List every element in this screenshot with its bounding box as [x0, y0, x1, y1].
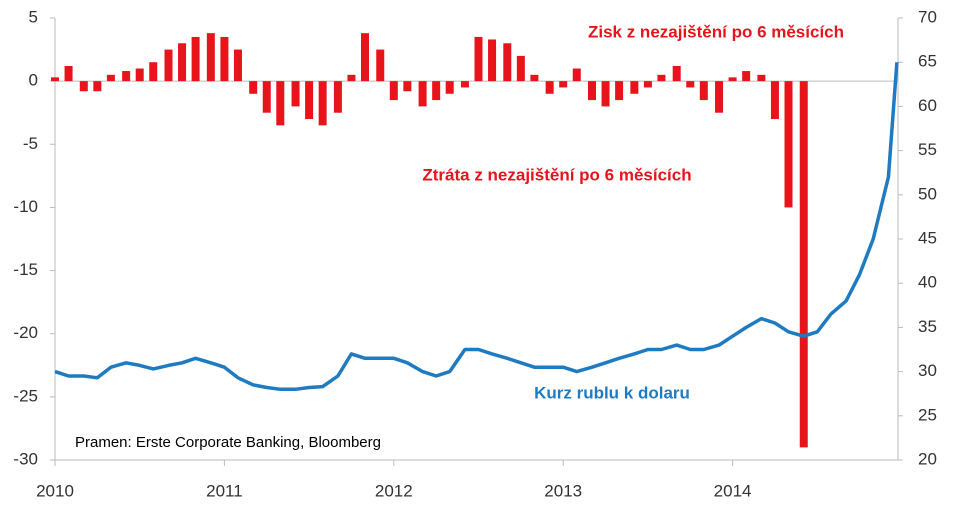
bar — [149, 62, 158, 82]
bar — [799, 81, 808, 448]
y2-tick-label: 35 — [918, 317, 937, 336]
bar — [572, 68, 581, 82]
bar — [630, 81, 639, 94]
y2-tick-label: 30 — [918, 361, 937, 380]
bar — [657, 74, 666, 82]
bar — [445, 81, 454, 94]
line — [54, 62, 899, 392]
bar — [503, 43, 512, 82]
bar — [432, 81, 441, 101]
bar — [699, 81, 708, 101]
bar — [770, 81, 779, 120]
bar — [305, 81, 314, 120]
bar — [93, 81, 102, 92]
bar — [164, 49, 173, 82]
bar — [106, 74, 115, 82]
bar — [715, 81, 724, 113]
bar — [403, 81, 412, 92]
bar — [615, 81, 624, 101]
y2-tick-label: 65 — [918, 52, 937, 71]
bar — [742, 71, 751, 82]
bar — [191, 36, 200, 82]
x-tick-label: 2013 — [544, 481, 582, 500]
bar — [318, 81, 327, 126]
bar — [643, 81, 652, 88]
bar — [347, 74, 356, 82]
y2-tick-label: 25 — [918, 405, 937, 424]
bar — [389, 81, 398, 101]
bar — [587, 81, 596, 101]
bar — [474, 36, 483, 82]
y2-tick-label: 70 — [918, 7, 937, 26]
y-tick-label: -20 — [13, 323, 38, 342]
bar — [233, 49, 242, 82]
bar — [333, 81, 342, 113]
bar — [262, 81, 271, 113]
y-tick-label: -10 — [13, 197, 38, 216]
y2-tick-label: 40 — [918, 273, 937, 292]
annotation: Ztráta z nezajištění po 6 měsících — [422, 165, 691, 184]
bar — [276, 81, 285, 126]
y-tick-label: 0 — [29, 71, 38, 90]
y-tick-label: -25 — [13, 386, 38, 405]
series-label: Kurz rublu k dolaru — [534, 383, 690, 402]
bar — [122, 71, 131, 82]
bar — [206, 33, 215, 82]
bar — [530, 74, 539, 82]
bar — [418, 81, 427, 107]
bar — [178, 43, 187, 82]
bar — [545, 81, 554, 94]
y2-tick-label: 20 — [918, 449, 937, 468]
bar — [135, 68, 144, 82]
bar — [784, 81, 793, 208]
annotation: Zisk z nezajištění po 6 měsících — [588, 22, 844, 41]
bar — [376, 49, 385, 82]
y-tick-label: -30 — [13, 449, 38, 468]
y-tick-label: -15 — [13, 260, 38, 279]
bar — [51, 77, 59, 82]
y2-tick-label: 45 — [918, 228, 937, 247]
bar — [757, 74, 766, 82]
source-note: Pramen: Erste Corporate Banking, Bloombe… — [75, 434, 381, 451]
bar — [559, 81, 568, 88]
y2-tick-label: 55 — [918, 140, 937, 159]
bar — [249, 81, 258, 94]
bar — [601, 81, 610, 107]
x-tick-label: 2010 — [36, 481, 74, 500]
bar — [291, 81, 300, 107]
y2-tick-label: 50 — [918, 184, 937, 203]
bar — [64, 65, 73, 82]
bar — [672, 65, 681, 82]
y-tick-label: -5 — [23, 134, 38, 153]
bar — [460, 81, 469, 88]
y2-tick-label: 60 — [918, 96, 937, 115]
x-tick-label: 2014 — [714, 481, 752, 500]
y-tick-label: 5 — [29, 7, 38, 26]
bar — [488, 39, 497, 82]
bar — [361, 33, 370, 82]
bar — [516, 55, 525, 82]
bar — [728, 77, 737, 82]
x-tick-label: 2012 — [375, 481, 413, 500]
bar — [686, 81, 695, 88]
bar — [220, 36, 229, 82]
x-tick-label: 2011 — [206, 481, 243, 500]
bar — [79, 81, 88, 92]
